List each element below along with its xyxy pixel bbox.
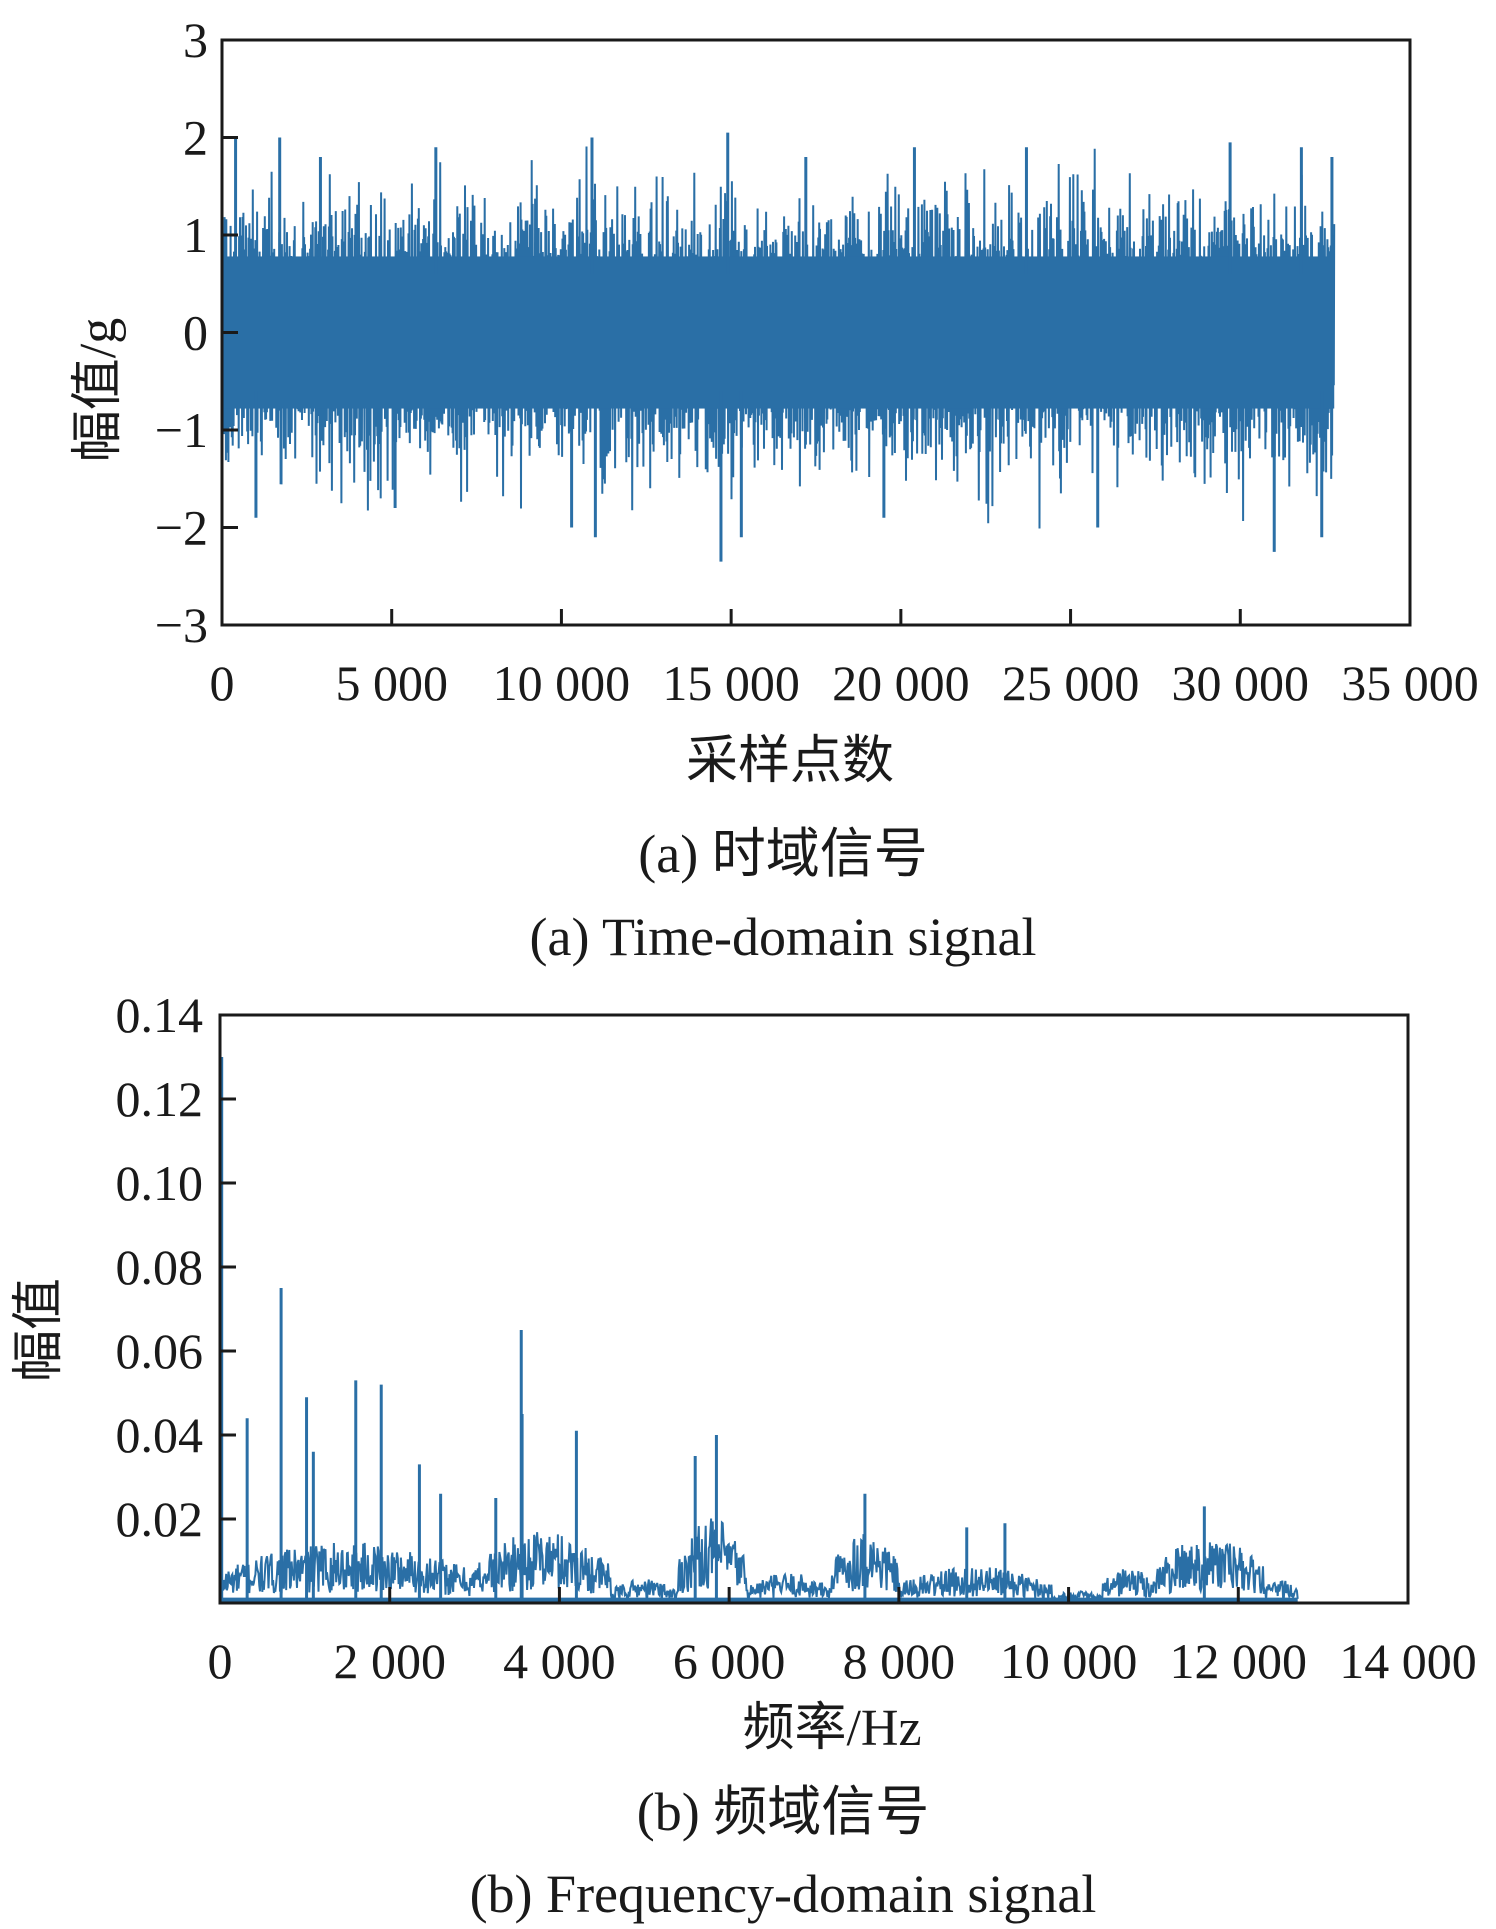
- time-domain-caption-en: (a) Time-domain signal: [530, 907, 1037, 967]
- frequency-domain-x-tick-label: 8 000: [843, 1633, 956, 1689]
- time-domain-x-tick-label: 25 000: [1002, 655, 1140, 711]
- time-domain-y-tick-label: 2: [183, 110, 208, 166]
- time-domain-x-tick-label: 5 000: [335, 655, 448, 711]
- frequency-domain-y-tick-label: 0.10: [116, 1155, 204, 1211]
- frequency-domain-y-tick-label: 0.14: [116, 987, 204, 1043]
- frequency-domain-axes-frame: [218, 1013, 1410, 1605]
- time-domain-panel: 0 5 000 10 000 15 000 20 000 25 000 30 000 35 0…: [70, 12, 1479, 967]
- time-domain-x-tick-label: 20 000: [832, 655, 970, 711]
- frequency-domain-y-tick-label: 0.02: [116, 1491, 204, 1547]
- time-domain-caption-cn: (a) 时域信号: [638, 824, 927, 884]
- frequency-domain-caption-en: (b) Frequency-domain signal: [470, 1864, 1097, 1924]
- frequency-domain-x-tick-label: 0: [208, 1633, 233, 1689]
- time-domain-y-tick-label: 3: [183, 12, 208, 68]
- time-domain-x-tick-label: 10 000: [493, 655, 631, 711]
- frequency-domain-y-tick-label: 0.04: [116, 1407, 204, 1463]
- time-domain-x-tick-label: 30 000: [1172, 655, 1310, 711]
- frequency-domain-x-tick-label: 12 000: [1170, 1633, 1308, 1689]
- time-domain-x-tick-label: 35 000: [1341, 655, 1479, 711]
- time-domain-ticks: 0 5 000 10 000 15 000 20 000 25 000 30 000 35 0…: [155, 12, 1479, 711]
- frequency-domain-caption-cn: (b) 频域信号: [637, 1782, 929, 1842]
- frequency-domain-panel: 0 2 000 4 000 6 000 8 000 10 000 12 000 14 000 0…: [11, 987, 1477, 1924]
- time-domain-y-tick-label: 1: [183, 207, 208, 263]
- time-domain-y-axis-label: 幅值/g: [70, 318, 127, 462]
- frequency-domain-x-tick-label: 14 000: [1339, 1633, 1477, 1689]
- frequency-domain-ticks: 0 2 000 4 000 6 000 8 000 10 000 12 000 14 000 0…: [116, 987, 1477, 1689]
- time-domain-x-tick-label: 0: [210, 655, 235, 711]
- frequency-domain-x-tick-label: 4 000: [503, 1633, 616, 1689]
- frequency-domain-x-tick-label: 6 000: [673, 1633, 786, 1689]
- time-domain-y-tick-label: −2: [155, 500, 208, 556]
- frequency-domain-y-tick-label: 0.12: [116, 1071, 204, 1127]
- frequency-domain-x-tick-label: 10 000: [1000, 1633, 1138, 1689]
- time-domain-signal-core: [222, 256, 1335, 409]
- time-domain-x-tick-label: 15 000: [662, 655, 800, 711]
- frequency-domain-x-axis-label: 频率/Hz: [742, 1700, 921, 1757]
- frequency-domain-y-tick-label: 0.08: [116, 1239, 204, 1295]
- frequency-spectrum-line: [219, 1518, 1299, 1605]
- time-domain-y-tick-label: −1: [155, 402, 208, 458]
- frequency-domain-plot-area: [219, 1057, 1299, 1605]
- frequency-domain-y-axis-label: 幅值: [11, 1278, 68, 1382]
- frequency-domain-y-tick-label: 0.06: [116, 1323, 204, 1379]
- time-domain-plot-area: [221, 132, 1336, 562]
- time-domain-y-tick-label: 0: [183, 305, 208, 361]
- time-domain-y-tick-label: −3: [155, 597, 208, 653]
- time-domain-x-axis-label: 采样点数: [686, 733, 894, 790]
- frequency-domain-x-tick-label: 2 000: [333, 1633, 446, 1689]
